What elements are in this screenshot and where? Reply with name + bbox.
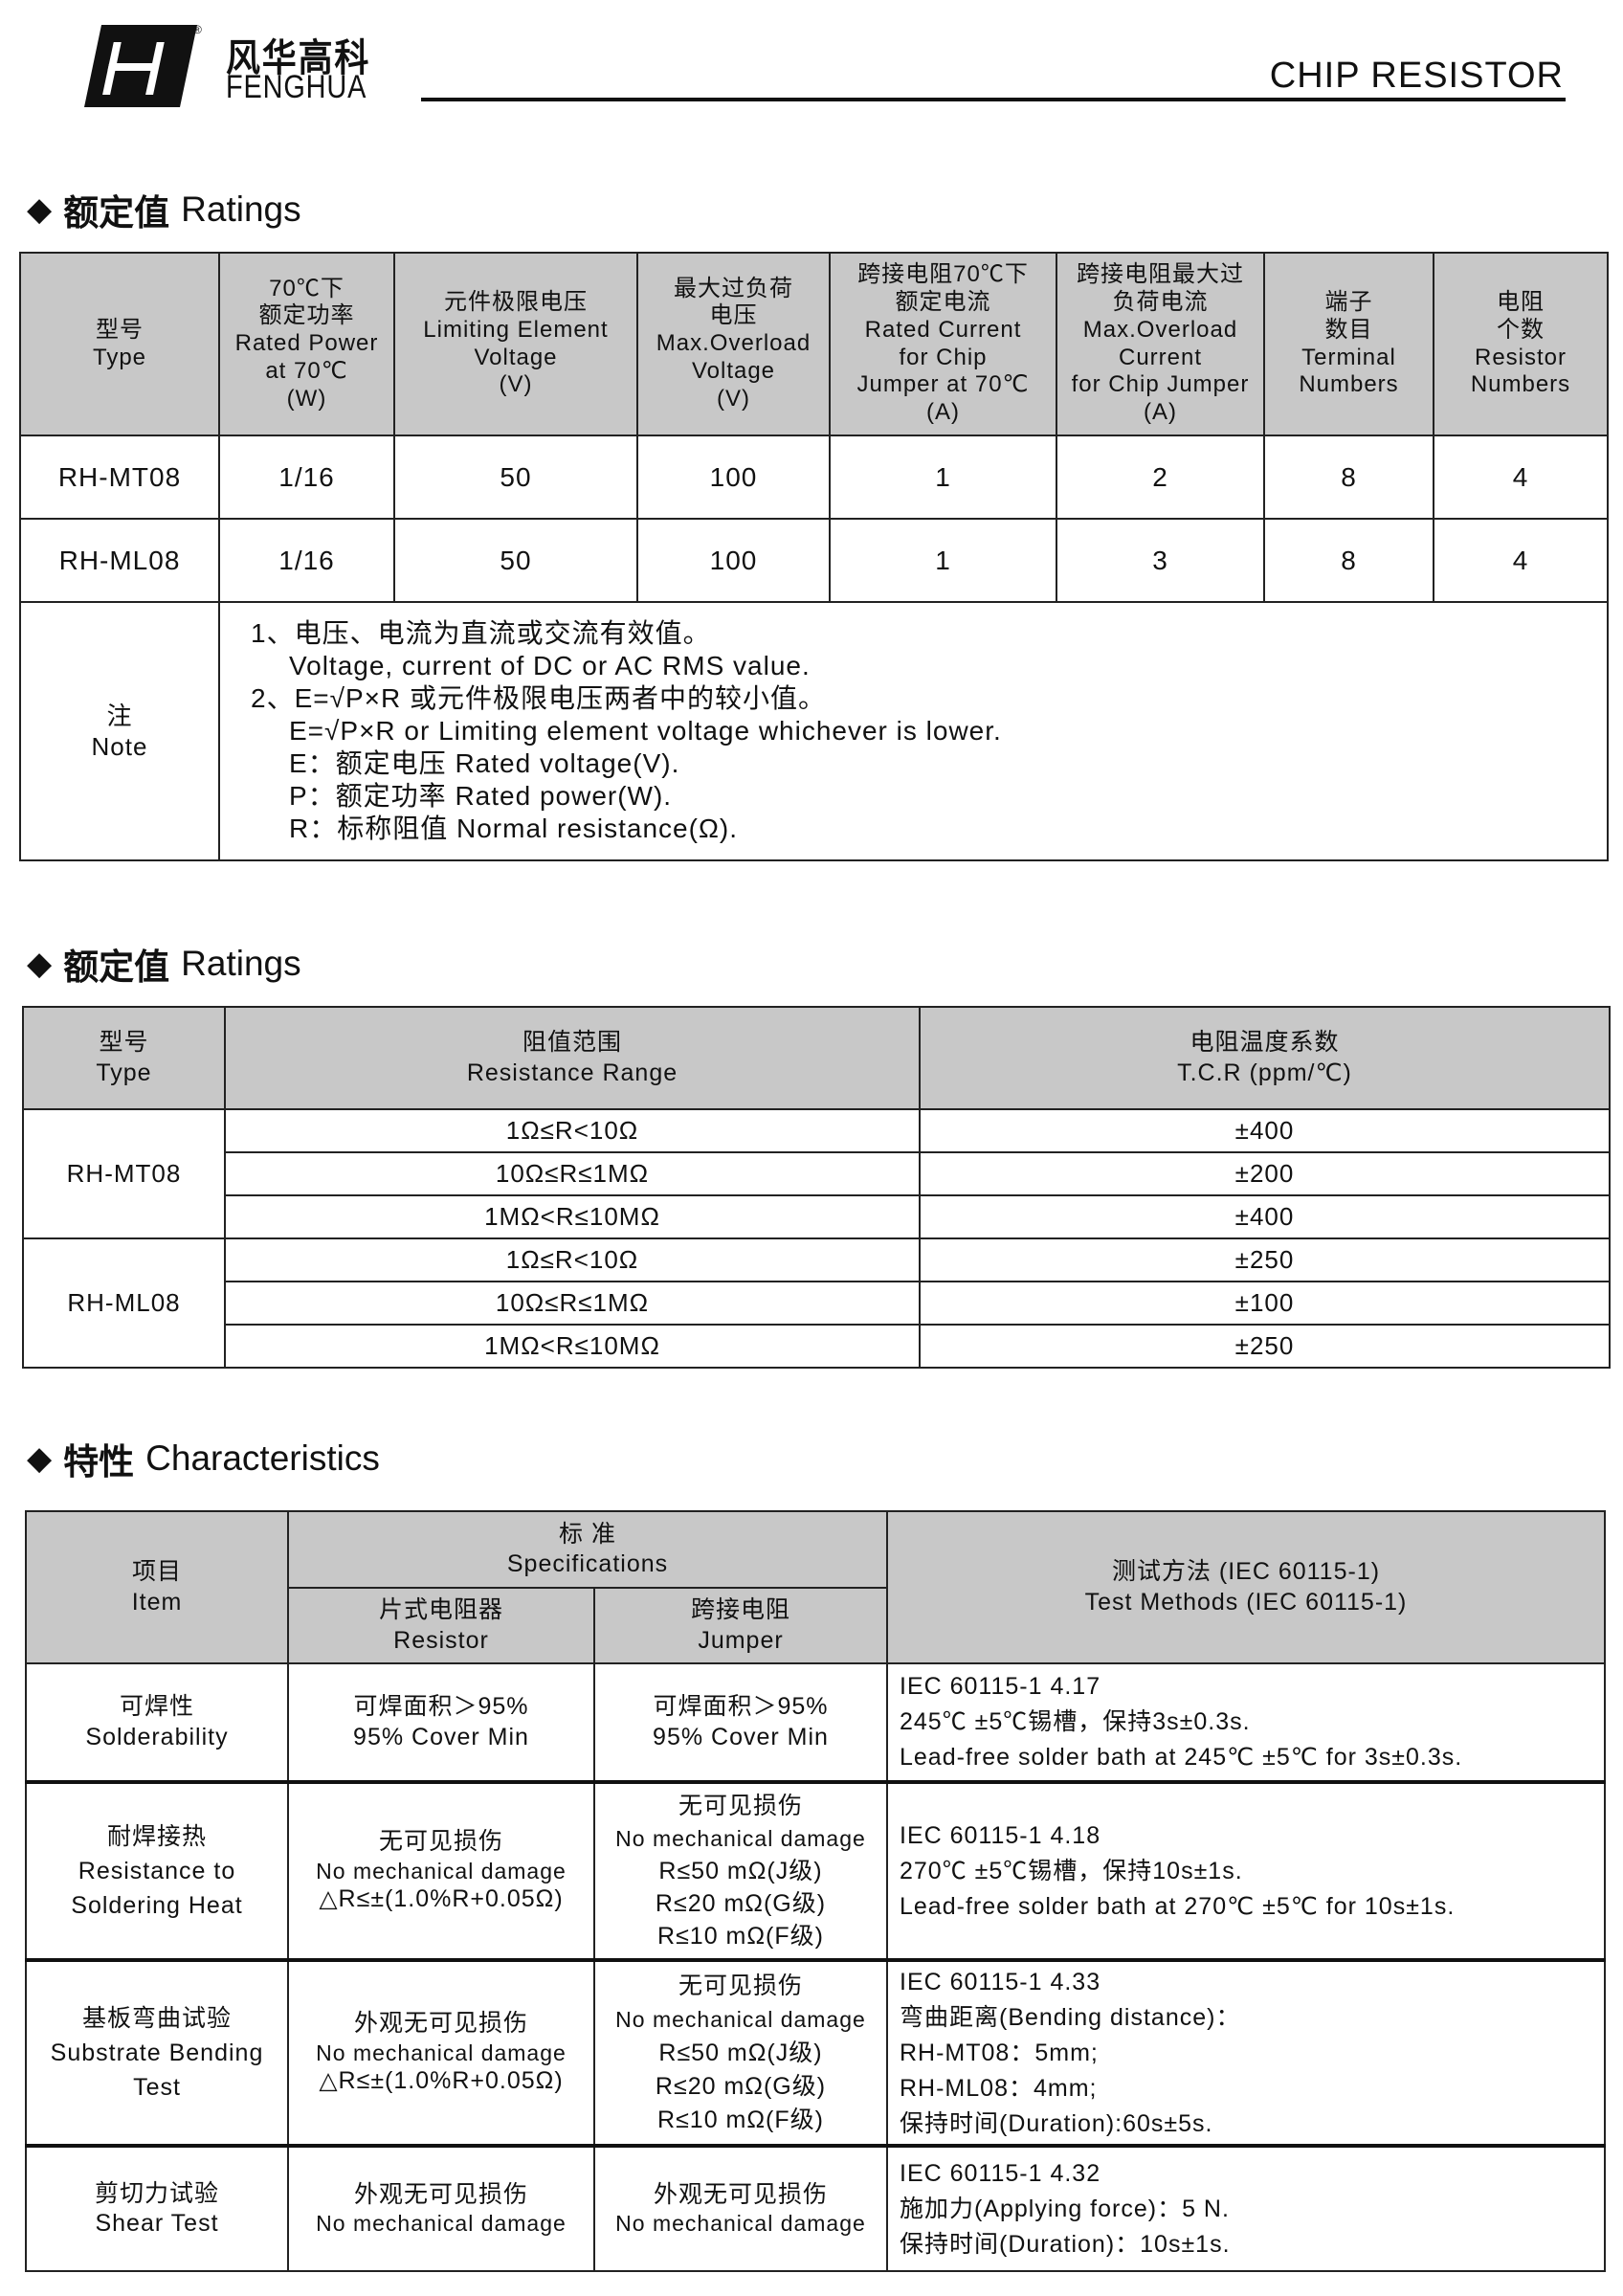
- resistance-range-table: 型号 Type 阻值范围 Resistance Range 电阻温度系数 T.C.R …: [22, 1006, 1611, 1369]
- table-row: RH-ML08 1/16 50 100 1 3 8 4: [19, 518, 1609, 603]
- logo-en: FENGHUA: [226, 69, 367, 105]
- col-type: 型号 Type: [19, 252, 220, 436]
- table-row: 基板弯曲试验 Substrate Bending Test 外观无可见损伤 No me…: [25, 1959, 1606, 2147]
- col-test-methods: 测试方法 (IEC 60115-1) Test Methods (IEC 6011…: [886, 1510, 1606, 1664]
- col-rated-power: 70℃下 额定功率 Rated Power at 70℃ (W): [218, 252, 395, 436]
- table-row: 耐焊接热 Resistance to Soldering Heat 无可见损伤 No …: [25, 1781, 1606, 1961]
- note-text: 1、电压、电流为直流或交流有效值。 Voltage, current of DC …: [218, 601, 1609, 861]
- col-type: 型号 Type: [22, 1006, 226, 1110]
- table-row: 可焊性 Solderability 可焊面积＞95% 95% Cover Min 可…: [25, 1662, 1606, 1783]
- col-limiting-voltage: 元件极限电压 Limiting Element Voltage (V): [393, 252, 638, 436]
- col-specifications: 标 准 Specifications: [287, 1510, 888, 1589]
- note-row: 注 Note 1、电压、电流为直流或交流有效值。 Voltage, current …: [19, 601, 1609, 861]
- section-title-characteristics: ◆ 特性 Characteristics: [27, 1438, 380, 1482]
- table-row: 剪切力试验 Shear Test 外观无可见损伤 No mechanical dam…: [25, 2145, 1606, 2272]
- diamond-icon: ◆: [27, 946, 53, 982]
- diamond-icon: ◆: [27, 1440, 53, 1477]
- table-row: RH-ML08 1Ω≤R<10Ω ±250: [22, 1237, 1611, 1369]
- col-tcr: 电阻温度系数 T.C.R (ppm/℃): [919, 1006, 1611, 1110]
- col-resistance-range: 阻值范围 Resistance Range: [224, 1006, 921, 1110]
- company-logo: ® 风华高科 FENGHUA: [75, 23, 410, 109]
- col-overload-voltage: 最大过负荷 电压 Max.Overload Voltage (V): [636, 252, 831, 436]
- logo-cn: 风华高科: [226, 37, 371, 79]
- col-jumper: 跨接电阻 Jumper: [593, 1587, 888, 1664]
- table-header-row: 型号 Type 70℃下 额定功率 Rated Power at 70℃ (W) 元件极限…: [19, 252, 1609, 436]
- col-terminal-numbers: 端子 数目 Terminal Numbers: [1263, 252, 1434, 436]
- registered-mark: ®: [193, 23, 202, 36]
- table-row: 1MΩ<R≤10MΩ ±250: [23, 1324, 1611, 1369]
- header-divider: [421, 98, 1566, 101]
- col-resistor: 片式电阻器 Resistor: [287, 1587, 595, 1664]
- table-header-row: 型号 Type 阻值范围 Resistance Range 电阻温度系数 T.C.R …: [22, 1006, 1611, 1110]
- table-row: 10Ω≤R≤1MΩ ±100: [23, 1281, 1611, 1326]
- table-row: RH-MT08 1/16 50 100 1 2 8 4: [19, 435, 1609, 520]
- ratings-table: 型号 Type 70℃下 额定功率 Rated Power at 70℃ (W) 元件极限…: [19, 252, 1609, 861]
- note-label: 注 Note: [19, 601, 220, 861]
- section-title-ratings-2: ◆ 额定值 Ratings: [27, 944, 301, 987]
- document-category: CHIP RESISTOR: [1269, 56, 1564, 96]
- col-jumper-overload-current: 跨接电阻最大过 负荷电流 Max.Overload Current for Chip J…: [1056, 252, 1265, 436]
- diamond-icon: ◆: [27, 191, 53, 228]
- fenghua-logo-mark: [84, 25, 197, 107]
- col-item: 项目 Item: [25, 1510, 289, 1664]
- table-row: 10Ω≤R≤1MΩ ±200: [23, 1151, 1611, 1196]
- table-header-row: 项目 Item 标 准 Specifications 测试方法 (IEC 60115…: [25, 1510, 1606, 1664]
- col-resistor-numbers: 电阻 个数 Resistor Numbers: [1433, 252, 1609, 436]
- section-title-ratings: ◆ 额定值 Ratings: [27, 189, 301, 233]
- characteristics-table: 项目 Item 标 准 Specifications 测试方法 (IEC 60115…: [25, 1510, 1606, 2272]
- col-jumper-rated-current: 跨接电阻70℃下 额定电流 Rated Current for Chip Jumper …: [829, 252, 1057, 436]
- table-row: RH-MT08 1Ω≤R<10Ω ±400: [22, 1108, 1611, 1239]
- table-row: 1MΩ<R≤10MΩ ±400: [23, 1194, 1611, 1239]
